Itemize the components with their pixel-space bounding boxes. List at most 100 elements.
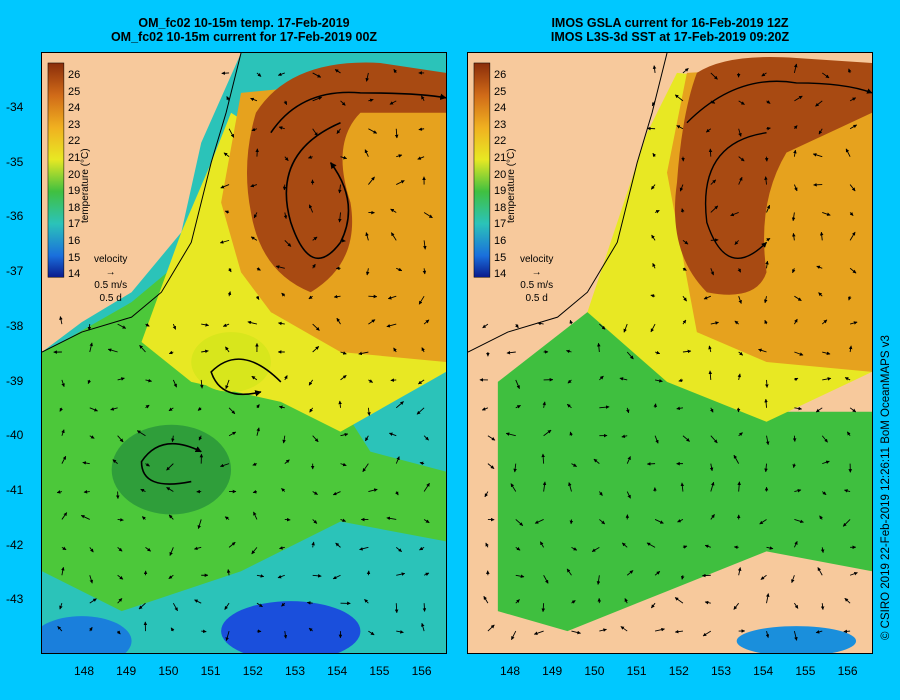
velocity-arrow — [624, 598, 628, 604]
velocity-arrow — [419, 546, 425, 551]
velocity-arrow — [794, 488, 802, 493]
velocity-arrow — [387, 295, 397, 300]
velocity-arrow — [340, 432, 349, 437]
velocity-arrow — [421, 95, 425, 102]
velocity-arrow — [277, 574, 285, 579]
velocity-arrow — [654, 350, 661, 355]
velocity-arrow — [423, 519, 430, 524]
velocity-arrow — [283, 631, 288, 639]
velocity-arrow — [278, 126, 285, 130]
velocity-arrow — [61, 379, 65, 388]
velocity-arrow — [702, 630, 712, 637]
velocity-arrow — [843, 629, 851, 634]
velocity-arrow — [515, 519, 524, 526]
velocity-arrow — [89, 547, 94, 553]
velocity-arrow — [227, 268, 232, 273]
right-colorbar-ticks: 26 25 24 23 22 21 20 19 18 17 16 15 14 — [494, 67, 506, 283]
velocity-arrow — [650, 184, 656, 190]
velocity-arrow — [846, 431, 851, 436]
velocity-arrow — [336, 128, 341, 134]
velocity-arrow — [61, 455, 67, 464]
velocity-arrow — [365, 268, 370, 276]
velocity-arrow — [568, 482, 572, 492]
velocity-arrow — [117, 598, 123, 604]
velocity-arrow — [682, 240, 689, 245]
velocity-arrow — [533, 630, 544, 635]
left-map: 26 25 24 23 22 21 20 19 18 17 16 15 14 temperature (… — [41, 52, 447, 654]
velocity-arrow — [418, 295, 425, 305]
velocity-arrow — [56, 490, 63, 494]
longitude-label: 153 — [284, 664, 306, 678]
velocity-arrow — [201, 323, 209, 327]
velocity-arrow — [506, 350, 516, 355]
velocity-arrow — [117, 547, 123, 552]
velocity-arrow — [654, 379, 663, 383]
longitude-label: 154 — [753, 664, 774, 678]
velocity-arrow — [59, 407, 64, 412]
velocity-arrow — [225, 630, 230, 641]
velocity-arrow — [515, 546, 521, 551]
velocity-arrow — [819, 231, 824, 241]
velocity-arrow — [168, 350, 174, 355]
velocity-arrow — [849, 571, 858, 576]
velocity-arrow — [619, 377, 628, 381]
longitude-label: 148 — [73, 664, 95, 678]
velocity-arrow — [794, 406, 803, 411]
right-map: 26 25 24 23 22 21 20 19 18 17 16 15 14 temperature (… — [467, 52, 873, 654]
velocity-arrow — [312, 96, 323, 102]
velocity-arrow — [654, 435, 659, 444]
velocity-arrow — [197, 519, 202, 529]
longitude-label: 155 — [369, 664, 390, 678]
right-current-path-loop — [705, 132, 768, 259]
velocity-arrow — [422, 268, 427, 275]
velocity-arrow — [733, 602, 740, 610]
right-coastline — [468, 53, 668, 353]
velocity-arrow — [89, 342, 93, 353]
velocity-arrow — [312, 128, 318, 137]
left-velocity-label: velocity — [94, 254, 128, 265]
velocity-arrow — [340, 238, 346, 243]
velocity-arrow — [710, 268, 714, 276]
velocity-arrow — [168, 407, 174, 412]
velocity-arrow — [680, 575, 685, 580]
velocity-arrow — [340, 374, 347, 381]
velocity-arrow — [730, 212, 739, 217]
velocity-arrow — [764, 463, 768, 473]
velocity-arrow — [423, 482, 430, 492]
velocity-arrow — [308, 627, 313, 632]
latitude-label: -35 — [6, 154, 24, 169]
colorbar-tick-label: 25 — [494, 85, 507, 98]
velocity-arrow — [278, 321, 285, 326]
colorbar-tick-label: 19 — [68, 185, 81, 198]
velocity-arrow — [89, 407, 98, 412]
velocity-arrow — [791, 212, 796, 222]
velocity-arrow — [511, 630, 517, 641]
velocity-arrow — [759, 519, 767, 525]
velocity-arrow — [256, 404, 260, 409]
velocity-arrow — [201, 349, 209, 354]
colorbar-tick-label: 15 — [68, 251, 81, 264]
credit-text: © CSIRO 2019 22-Feb-2019 12:26:11 BoM Oc… — [880, 335, 892, 640]
velocity-arrow — [766, 237, 771, 242]
velocity-arrow — [219, 239, 230, 244]
colorbar-tick-label: 15 — [494, 251, 507, 264]
velocity-arrow — [682, 267, 687, 271]
velocity-arrow — [136, 430, 146, 437]
velocity-arrow — [682, 435, 690, 442]
velocity-arrow — [340, 155, 348, 160]
velocity-arrow — [710, 481, 715, 492]
velocity-arrow — [676, 125, 684, 130]
velocity-arrow — [845, 148, 851, 157]
velocity-arrow — [281, 292, 286, 297]
velocity-arrow — [421, 347, 425, 353]
velocity-arrow — [308, 204, 314, 213]
velocity-arrow — [284, 240, 292, 247]
left-eddy-mid — [191, 332, 271, 392]
velocity-arrow — [677, 519, 684, 523]
velocity-arrow — [197, 407, 202, 411]
velocity-arrow — [145, 462, 150, 467]
velocity-arrow — [117, 435, 124, 443]
velocity-arrow — [332, 574, 341, 580]
velocity-arrow — [515, 599, 520, 604]
velocity-arrow — [537, 321, 544, 326]
